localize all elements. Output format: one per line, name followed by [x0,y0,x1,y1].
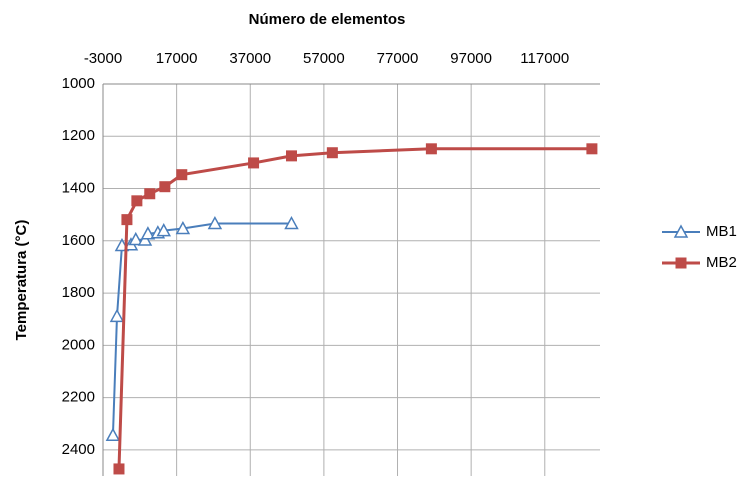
x-tick-label: 77000 [377,50,419,67]
marker [159,181,171,193]
x-tick-label: -3000 [84,50,122,67]
legend-label: MB1 [706,223,737,240]
y-tick-label: 1400 [62,180,95,197]
x-axis-title: Número de elementos [249,11,406,28]
marker [326,147,338,159]
y-tick-label: 1600 [62,232,95,249]
y-axis-title: Temperatura (°C) [13,220,30,341]
x-tick-label: 37000 [229,50,271,67]
y-tick-label: 2400 [62,441,95,458]
y-tick-label: 2000 [62,336,95,353]
y-tick-label: 2200 [62,389,95,406]
y-tick-label: 1000 [62,75,95,92]
marker [285,150,297,162]
marker [109,308,125,323]
marker [425,143,437,155]
marker [131,195,143,207]
marker [176,169,188,181]
marker [121,214,133,226]
marker [175,220,191,235]
x-tick-label: 117000 [520,50,569,67]
marker [144,188,156,200]
marker [586,143,598,155]
x-tick-label: 57000 [303,50,345,67]
marker [105,427,121,441]
y-tick-label: 1200 [62,127,95,144]
legend-marker [675,257,687,269]
marker [284,215,299,230]
marker [140,226,156,240]
marker [207,215,223,230]
legend-marker [673,224,689,238]
marker [248,157,260,169]
marker [128,231,144,246]
marker [113,463,125,475]
marker [156,223,172,237]
y-tick-label: 1800 [62,284,95,301]
legend-label: MB2 [706,254,737,271]
x-tick-label: 97000 [450,50,492,67]
x-tick-label: 17000 [156,50,198,67]
marker [137,232,153,246]
